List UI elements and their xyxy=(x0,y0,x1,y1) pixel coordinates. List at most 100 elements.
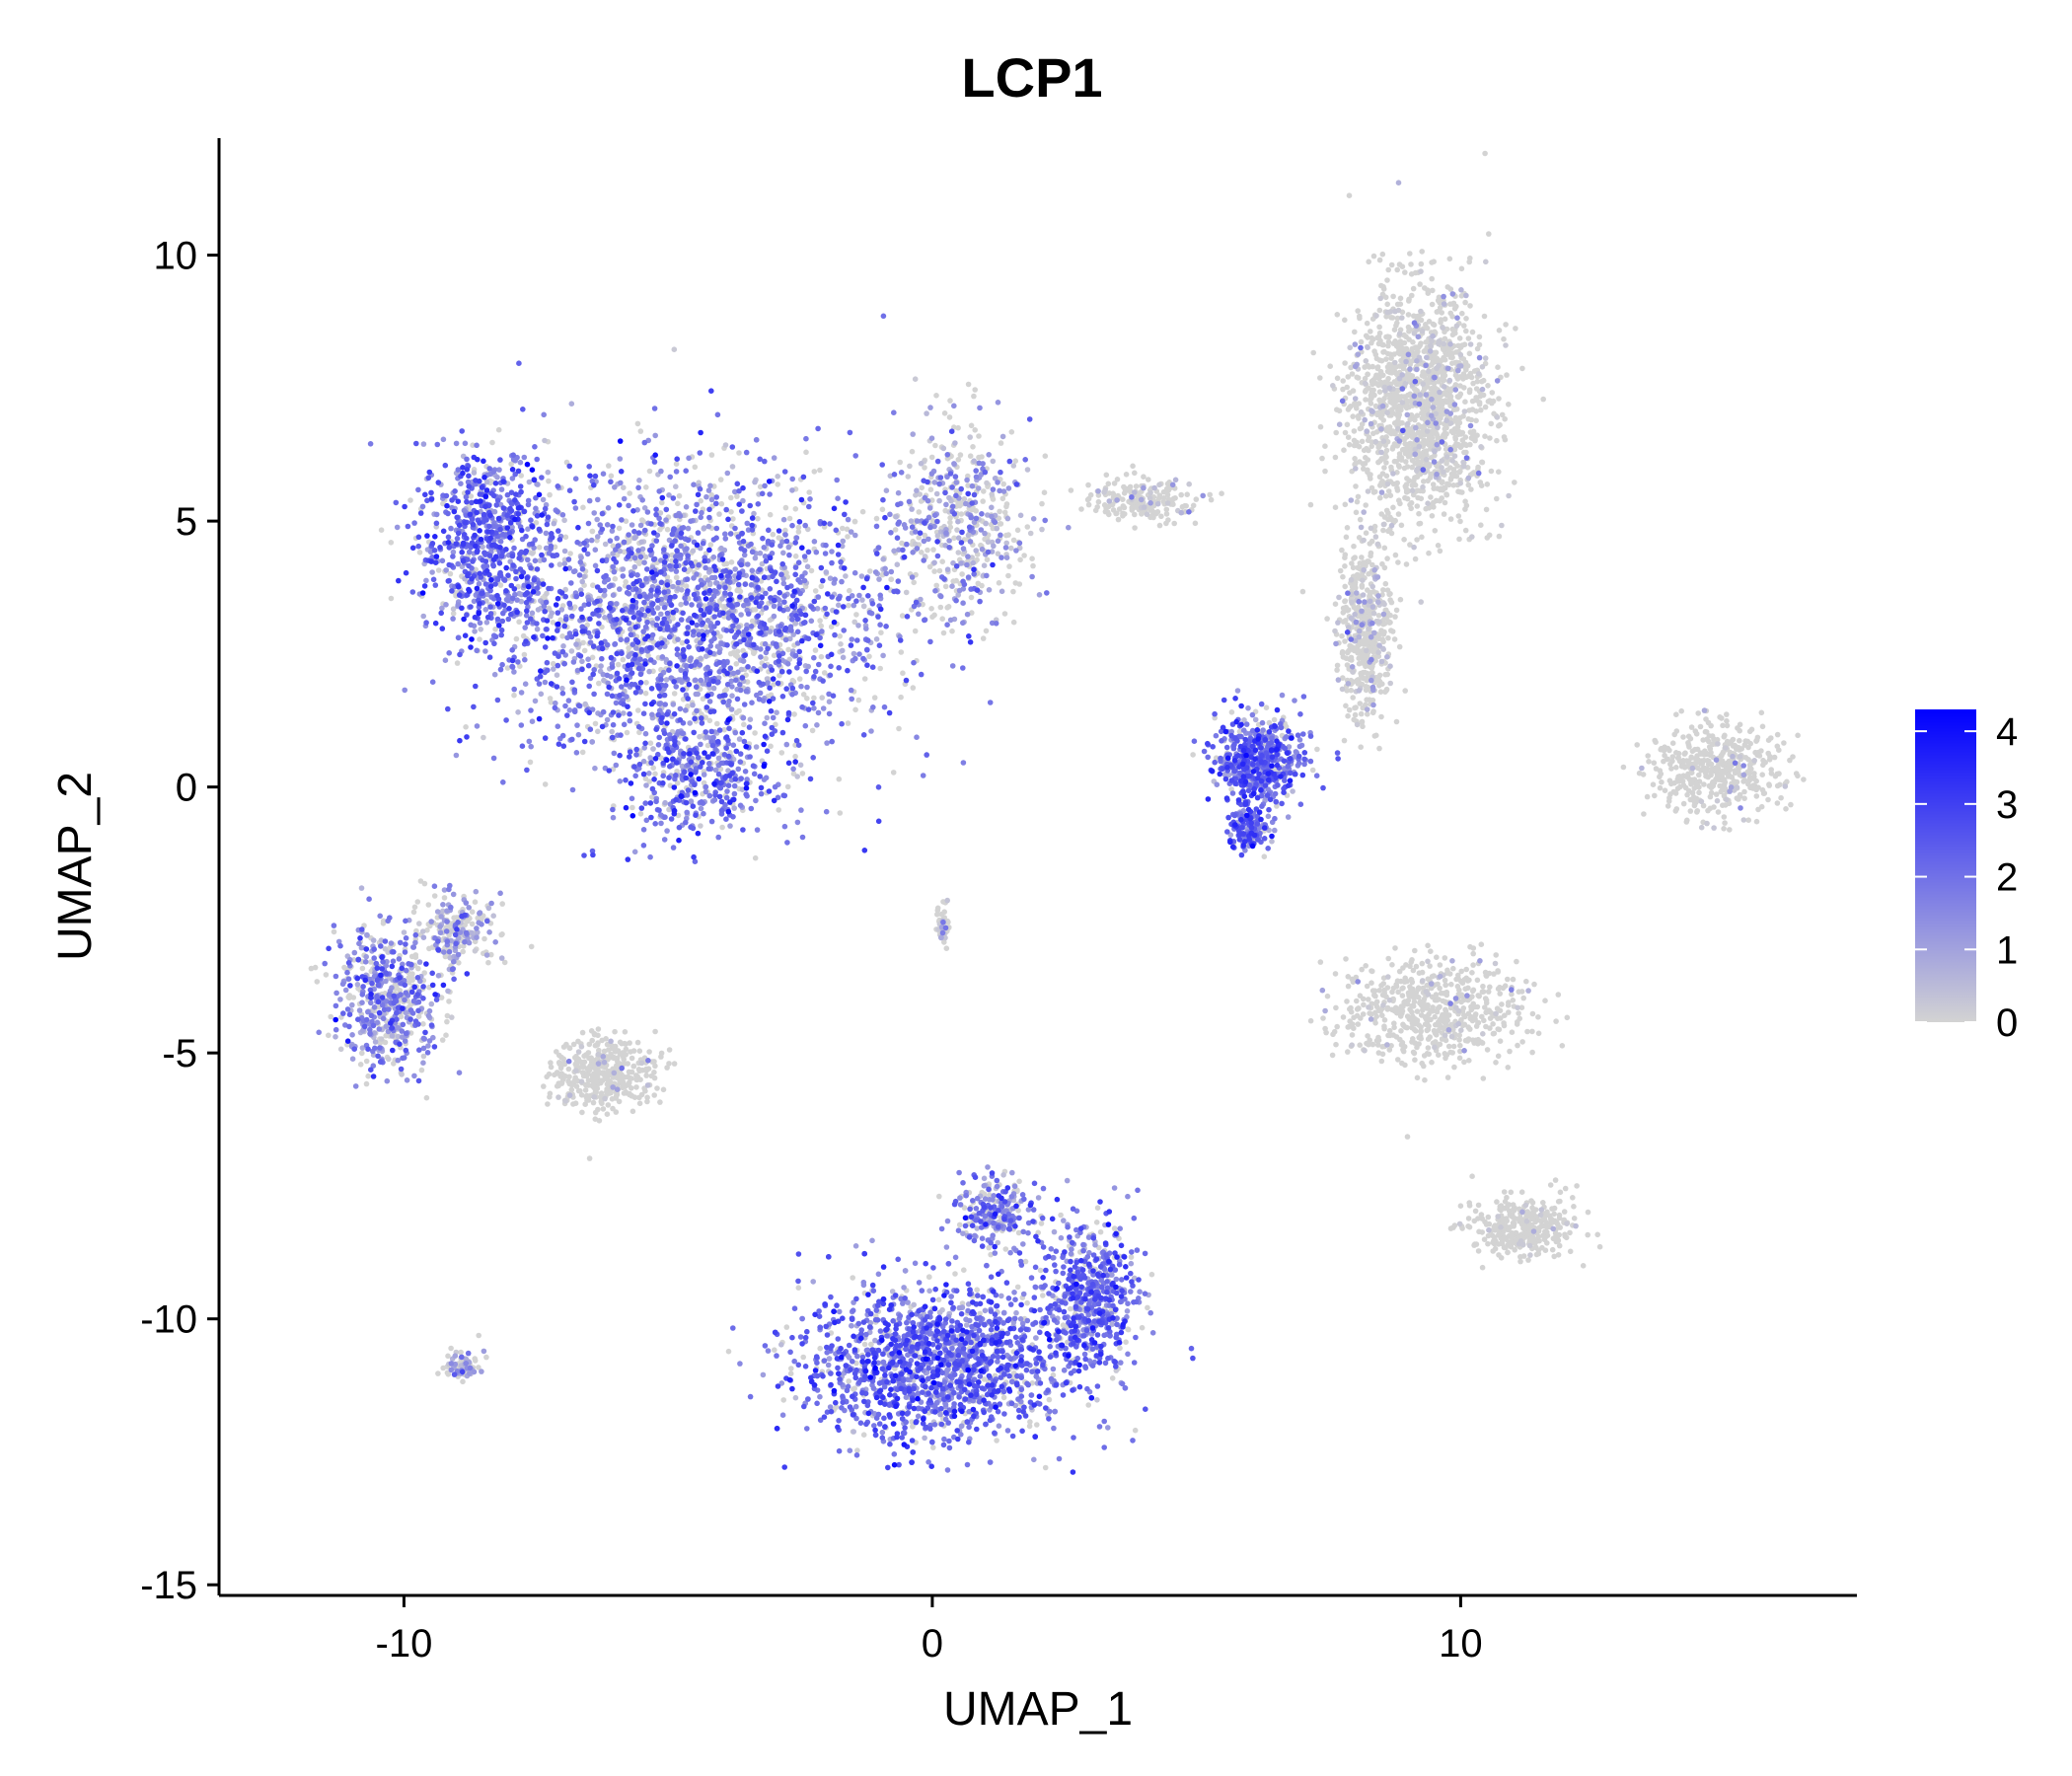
cell-point xyxy=(867,568,873,574)
cell-point xyxy=(1666,747,1672,754)
cell-point xyxy=(585,1082,592,1088)
cell-point xyxy=(1549,1206,1555,1212)
cell-point xyxy=(652,771,658,777)
cell-point xyxy=(1540,1200,1546,1206)
cell-point xyxy=(1005,532,1011,538)
cell-point xyxy=(877,665,883,672)
cell-point xyxy=(1504,1194,1510,1201)
cell-point xyxy=(544,1073,550,1080)
cell-point xyxy=(1765,796,1771,803)
cell-point xyxy=(1349,1032,1356,1038)
cell-point xyxy=(1381,545,1388,552)
cell-point xyxy=(596,680,602,687)
cell-point xyxy=(1376,324,1382,331)
cell-point xyxy=(733,709,740,716)
cell-point xyxy=(1381,396,1387,402)
cell-point xyxy=(1354,498,1361,505)
cell-point xyxy=(671,1061,678,1067)
cell-point xyxy=(627,490,632,496)
cell-point xyxy=(545,1101,551,1107)
cell-point xyxy=(1398,1028,1404,1034)
cell-point xyxy=(1106,503,1112,510)
cell-point xyxy=(566,1045,573,1052)
cell-point xyxy=(1734,744,1739,751)
cell-point xyxy=(1535,1030,1542,1037)
cell-point xyxy=(1377,414,1384,421)
cell-point xyxy=(752,607,759,613)
cell-point xyxy=(1453,441,1459,447)
cell-point xyxy=(1085,501,1092,508)
cell-point xyxy=(1365,362,1370,369)
cell-point xyxy=(1535,1014,1541,1020)
cell-point xyxy=(1404,399,1411,405)
cell-point xyxy=(1722,820,1728,826)
cell-point xyxy=(499,901,505,907)
cell-point xyxy=(1417,342,1423,348)
cell-point xyxy=(388,595,395,602)
cell-point xyxy=(1432,1013,1438,1020)
cell-point xyxy=(1488,420,1494,427)
cell-point xyxy=(1376,679,1383,685)
cell-point xyxy=(1334,375,1341,382)
cell-point xyxy=(1457,488,1463,495)
cell-point xyxy=(1722,732,1728,739)
cell-point xyxy=(1402,269,1408,275)
cell-point xyxy=(1450,1043,1457,1050)
cell-point xyxy=(1361,1001,1367,1008)
cell-point xyxy=(1106,511,1112,518)
cell-point xyxy=(736,450,742,456)
cell-point xyxy=(1515,1042,1520,1049)
cell-point xyxy=(615,661,622,668)
cell-point xyxy=(1465,481,1472,488)
cell-point xyxy=(1473,417,1479,424)
cell-point xyxy=(1720,785,1726,792)
cell-point xyxy=(1400,985,1406,992)
cell-point xyxy=(1484,1047,1491,1053)
cell-point xyxy=(1441,511,1447,517)
cell-point xyxy=(1384,671,1390,678)
cell-point xyxy=(1434,432,1441,439)
cell-point xyxy=(1458,999,1464,1005)
cell-point xyxy=(1753,737,1760,743)
cell-point xyxy=(1376,357,1383,363)
cell-point xyxy=(1673,765,1679,771)
cell-point xyxy=(912,628,919,634)
cell-point xyxy=(1485,989,1492,995)
cell-point xyxy=(1447,465,1453,471)
cell-point xyxy=(1466,977,1472,984)
cell-point xyxy=(1397,295,1404,302)
cell-point xyxy=(1562,1185,1569,1192)
cell-point xyxy=(911,579,917,586)
cell-point xyxy=(1478,407,1484,413)
cell-point xyxy=(900,670,906,676)
cell-point xyxy=(651,1092,657,1098)
cell-point xyxy=(1417,520,1424,527)
cell-point xyxy=(1375,1037,1382,1044)
cell-point xyxy=(1496,469,1502,476)
cell-point xyxy=(363,1080,370,1087)
cell-point xyxy=(1442,390,1447,396)
cell-point xyxy=(1520,995,1526,1001)
cell-point xyxy=(1369,395,1374,402)
cell-point xyxy=(1431,485,1437,491)
cell-point xyxy=(1395,1057,1401,1063)
cell-point xyxy=(1439,495,1444,501)
cell-point xyxy=(1436,1052,1442,1058)
cell-point xyxy=(584,1097,590,1103)
cell-point xyxy=(1396,968,1403,975)
cell-point xyxy=(1691,797,1697,804)
cell-point xyxy=(513,635,520,642)
cell-point xyxy=(1342,501,1349,508)
cell-point xyxy=(1462,506,1468,512)
cell-point xyxy=(951,535,957,542)
cell-point xyxy=(1759,723,1766,730)
cell-point xyxy=(565,1066,572,1073)
cell-point xyxy=(547,1094,553,1100)
cell-point xyxy=(1481,313,1488,320)
cell-point xyxy=(1493,1060,1499,1066)
cell-point xyxy=(1387,612,1393,619)
cell-point xyxy=(1422,347,1429,353)
cell-point xyxy=(1420,369,1426,376)
cell-point xyxy=(1353,483,1359,489)
cell-point xyxy=(620,656,627,663)
